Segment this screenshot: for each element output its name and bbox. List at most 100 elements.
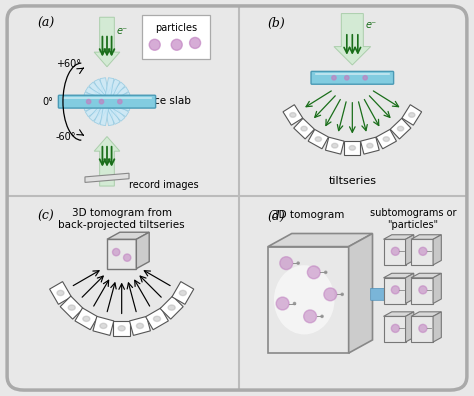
Circle shape <box>276 297 289 310</box>
Ellipse shape <box>154 316 161 322</box>
Polygon shape <box>113 321 130 336</box>
Circle shape <box>190 38 201 48</box>
Polygon shape <box>361 137 379 154</box>
Circle shape <box>392 324 400 332</box>
Polygon shape <box>85 87 128 117</box>
Polygon shape <box>406 273 414 303</box>
Circle shape <box>392 286 400 294</box>
Polygon shape <box>89 82 125 121</box>
Polygon shape <box>411 239 433 265</box>
Ellipse shape <box>179 290 186 295</box>
Polygon shape <box>349 234 373 353</box>
Polygon shape <box>100 78 114 126</box>
Circle shape <box>124 254 131 261</box>
Polygon shape <box>383 273 414 278</box>
Polygon shape <box>376 129 396 149</box>
Polygon shape <box>283 105 303 125</box>
Polygon shape <box>83 99 131 105</box>
Text: record images: record images <box>129 180 199 190</box>
Circle shape <box>341 293 343 295</box>
Circle shape <box>86 99 91 104</box>
Circle shape <box>325 271 327 273</box>
Polygon shape <box>383 278 406 303</box>
FancyBboxPatch shape <box>58 95 155 108</box>
Ellipse shape <box>83 316 90 322</box>
Polygon shape <box>60 296 83 319</box>
Text: particles: particles <box>155 23 197 33</box>
Polygon shape <box>433 273 441 303</box>
Text: (c): (c) <box>37 210 54 223</box>
Polygon shape <box>172 282 194 305</box>
Circle shape <box>419 286 427 294</box>
Ellipse shape <box>301 126 307 131</box>
Ellipse shape <box>274 265 335 335</box>
Circle shape <box>118 99 122 104</box>
Text: -60°: -60° <box>55 132 76 142</box>
Polygon shape <box>294 118 314 139</box>
Text: (d): (d) <box>268 210 286 223</box>
Circle shape <box>171 39 182 50</box>
Polygon shape <box>345 141 360 154</box>
FancyBboxPatch shape <box>311 71 393 84</box>
Polygon shape <box>107 239 137 268</box>
Polygon shape <box>411 312 441 316</box>
Polygon shape <box>94 79 120 124</box>
Polygon shape <box>75 308 98 330</box>
Circle shape <box>293 303 296 305</box>
Ellipse shape <box>100 323 107 329</box>
Polygon shape <box>89 82 125 121</box>
Polygon shape <box>268 234 373 247</box>
Polygon shape <box>383 239 406 265</box>
Polygon shape <box>411 316 433 342</box>
Circle shape <box>297 262 299 264</box>
Circle shape <box>345 76 349 80</box>
Polygon shape <box>326 137 344 154</box>
Ellipse shape <box>290 112 296 117</box>
Ellipse shape <box>118 326 125 331</box>
Circle shape <box>99 99 104 104</box>
Polygon shape <box>83 92 131 111</box>
Circle shape <box>324 288 337 301</box>
Ellipse shape <box>332 143 338 148</box>
Polygon shape <box>406 312 414 342</box>
Text: (a): (a) <box>37 17 55 30</box>
Polygon shape <box>94 79 120 124</box>
Ellipse shape <box>349 146 356 150</box>
Polygon shape <box>160 296 183 319</box>
Circle shape <box>307 266 320 279</box>
Polygon shape <box>406 235 414 265</box>
Polygon shape <box>146 308 168 330</box>
Polygon shape <box>85 87 128 117</box>
Circle shape <box>332 76 336 80</box>
Polygon shape <box>433 235 441 265</box>
Polygon shape <box>94 137 120 186</box>
Text: subtomograms or
"particles": subtomograms or "particles" <box>370 208 456 230</box>
FancyArrow shape <box>371 285 393 303</box>
Polygon shape <box>268 247 349 353</box>
Polygon shape <box>137 232 149 268</box>
Polygon shape <box>107 232 149 239</box>
Ellipse shape <box>137 323 144 329</box>
Text: 3D tomogram: 3D tomogram <box>272 210 345 220</box>
Polygon shape <box>94 17 120 67</box>
Polygon shape <box>129 316 150 335</box>
Polygon shape <box>93 316 114 335</box>
Ellipse shape <box>57 290 64 295</box>
Polygon shape <box>433 312 441 342</box>
Polygon shape <box>411 235 441 239</box>
Polygon shape <box>402 105 422 125</box>
Polygon shape <box>383 312 414 316</box>
Text: +60°: +60° <box>55 59 81 69</box>
Circle shape <box>280 257 292 270</box>
Text: 3D tomogram from
back-projected tiltseries: 3D tomogram from back-projected tiltseri… <box>58 208 185 230</box>
Text: ice slab: ice slab <box>151 96 191 106</box>
Polygon shape <box>334 13 371 65</box>
Polygon shape <box>83 92 131 111</box>
Ellipse shape <box>68 305 75 310</box>
Text: tiltseries: tiltseries <box>328 176 376 186</box>
Circle shape <box>392 247 400 255</box>
Text: e⁻: e⁻ <box>365 20 376 30</box>
Circle shape <box>419 247 427 255</box>
Polygon shape <box>50 282 72 305</box>
Polygon shape <box>383 235 414 239</box>
